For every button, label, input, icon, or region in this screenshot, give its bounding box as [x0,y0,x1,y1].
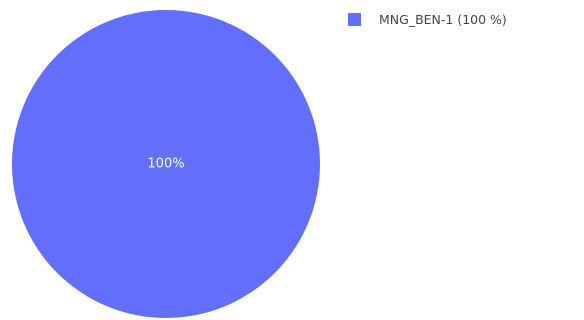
pie-slices [12,10,320,318]
pie-slice-label: 100% [147,157,184,172]
pie-slice[interactable] [12,10,320,318]
legend-swatch [348,12,361,26]
pie-slice-labels: 100% [147,157,184,172]
legend-item[interactable]: MNG_BEN-1 (100 %) [348,9,507,29]
legend-label: MNG_BEN-1 (100 %) [379,11,507,27]
